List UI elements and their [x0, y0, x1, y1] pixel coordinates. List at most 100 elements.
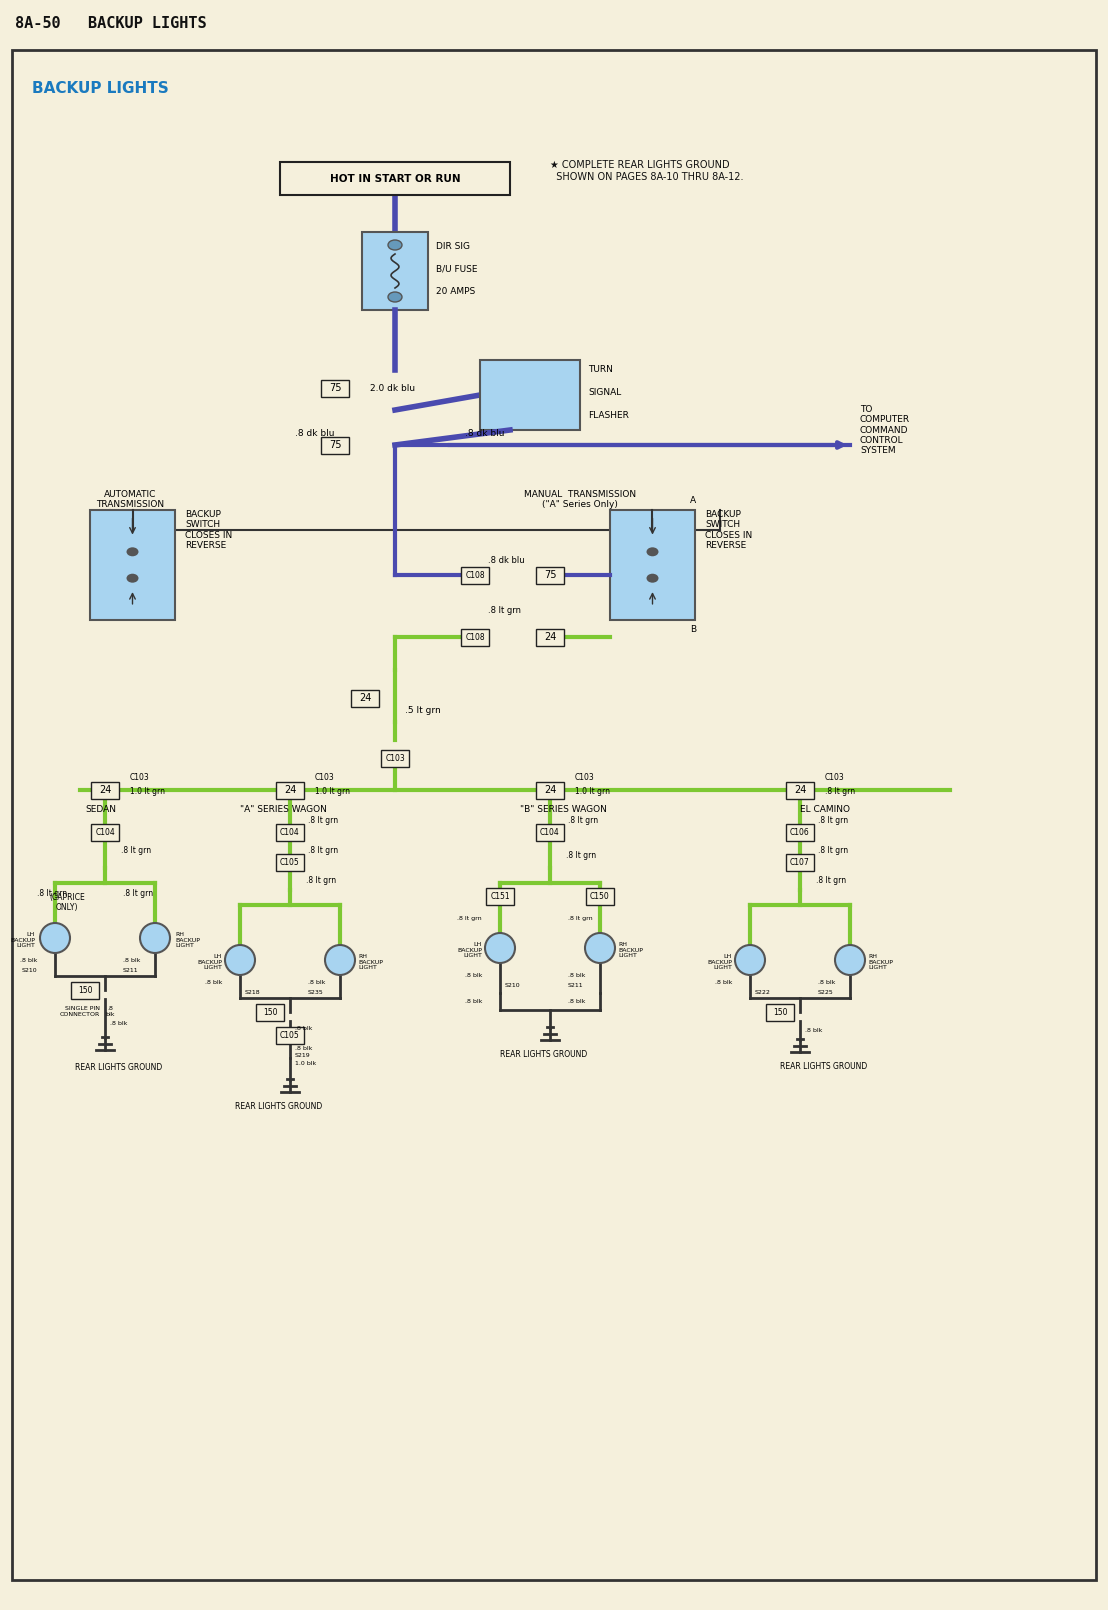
FancyBboxPatch shape — [12, 50, 1096, 1579]
Text: C103: C103 — [825, 773, 844, 781]
Text: S222: S222 — [755, 990, 771, 995]
Text: TURN: TURN — [588, 365, 613, 374]
Text: .8 blk: .8 blk — [464, 998, 482, 1003]
Ellipse shape — [126, 547, 138, 557]
Text: .8 lt grn: .8 lt grn — [568, 916, 593, 921]
Text: S210: S210 — [505, 982, 521, 987]
Text: 2.0 dk blu: 2.0 dk blu — [370, 383, 416, 393]
Text: RH
BACKUP
LIGHT: RH BACKUP LIGHT — [868, 953, 893, 971]
Text: C105: C105 — [280, 858, 300, 866]
Text: C105: C105 — [280, 1030, 300, 1040]
Text: LH
BACKUP
LIGHT: LH BACKUP LIGHT — [458, 942, 482, 958]
Text: 1.0 lt grn: 1.0 lt grn — [130, 787, 165, 795]
Text: BACKUP LIGHTS: BACKUP LIGHTS — [32, 80, 168, 95]
Text: ★ COMPLETE REAR LIGHTS GROUND
  SHOWN ON PAGES 8A-10 THRU 8A-12.: ★ COMPLETE REAR LIGHTS GROUND SHOWN ON P… — [550, 159, 743, 182]
Text: 1.0 blk: 1.0 blk — [295, 1061, 316, 1066]
FancyBboxPatch shape — [91, 823, 119, 840]
Text: .8 lt grn: .8 lt grn — [121, 845, 151, 855]
Text: REAR LIGHTS GROUND: REAR LIGHTS GROUND — [780, 1063, 868, 1071]
FancyBboxPatch shape — [611, 510, 695, 620]
Text: RH
BACKUP
LIGHT: RH BACKUP LIGHT — [618, 942, 643, 958]
Text: FLASHER: FLASHER — [588, 411, 629, 420]
Text: .8 blk: .8 blk — [568, 972, 585, 977]
Text: S211: S211 — [123, 968, 138, 972]
Text: 1.0 lt grn: 1.0 lt grn — [315, 787, 350, 795]
Text: .5 lt grn: .5 lt grn — [406, 705, 441, 715]
Text: 24: 24 — [359, 692, 371, 704]
FancyBboxPatch shape — [486, 887, 514, 905]
Text: HOT IN START OR RUN: HOT IN START OR RUN — [330, 174, 460, 184]
FancyBboxPatch shape — [381, 750, 409, 766]
Text: .8 dk blu: .8 dk blu — [488, 555, 524, 565]
FancyBboxPatch shape — [90, 510, 175, 620]
Text: REAR LIGHTS GROUND: REAR LIGHTS GROUND — [75, 1063, 162, 1072]
Text: C108: C108 — [465, 570, 485, 580]
FancyBboxPatch shape — [256, 1003, 284, 1021]
FancyBboxPatch shape — [536, 567, 564, 583]
Text: .8 dk blu: .8 dk blu — [295, 428, 335, 438]
Circle shape — [40, 923, 70, 953]
Text: 150: 150 — [263, 1008, 277, 1016]
FancyBboxPatch shape — [461, 567, 489, 583]
Text: .8 lt grn: .8 lt grn — [37, 889, 68, 897]
Circle shape — [835, 945, 865, 976]
Text: 150: 150 — [772, 1008, 788, 1016]
Text: TO
COMPUTER
COMMAND
CONTROL
SYSTEM: TO COMPUTER COMMAND CONTROL SYSTEM — [860, 404, 910, 456]
Text: LH
BACKUP
LIGHT: LH BACKUP LIGHT — [10, 932, 35, 948]
Text: .8 blk: .8 blk — [295, 1026, 312, 1030]
FancyBboxPatch shape — [586, 887, 614, 905]
Text: S219: S219 — [295, 1053, 310, 1058]
FancyBboxPatch shape — [536, 628, 564, 646]
Circle shape — [325, 945, 355, 976]
Text: .8 blk: .8 blk — [308, 979, 326, 984]
Text: C106: C106 — [790, 828, 810, 837]
Text: .8 blk: .8 blk — [295, 1045, 312, 1050]
FancyBboxPatch shape — [280, 163, 510, 195]
Text: C150: C150 — [591, 892, 609, 900]
Text: .8 blk: .8 blk — [110, 1021, 127, 1026]
Text: .8 dk blu: .8 dk blu — [465, 428, 504, 438]
Text: .8 lt grn: .8 lt grn — [818, 845, 848, 855]
Text: .8 lt grn: .8 lt grn — [306, 876, 336, 884]
FancyBboxPatch shape — [536, 781, 564, 799]
Text: .8 lt grn: .8 lt grn — [818, 816, 848, 824]
Text: S235: S235 — [308, 990, 324, 995]
Text: .8 lt grn: .8 lt grn — [308, 845, 338, 855]
Text: SINGLE PIN
CONNECTOR: SINGLE PIN CONNECTOR — [60, 1006, 100, 1018]
Text: S218: S218 — [245, 990, 260, 995]
Text: B: B — [690, 625, 696, 634]
FancyBboxPatch shape — [276, 853, 304, 871]
FancyBboxPatch shape — [0, 0, 1108, 45]
Text: REAR LIGHTS GROUND: REAR LIGHTS GROUND — [235, 1101, 322, 1111]
Text: C104: C104 — [280, 828, 300, 837]
Text: 24: 24 — [284, 786, 296, 795]
Ellipse shape — [388, 291, 402, 303]
FancyBboxPatch shape — [276, 1027, 304, 1043]
Text: 8A-50   BACKUP LIGHTS: 8A-50 BACKUP LIGHTS — [16, 16, 206, 31]
Text: LH
BACKUP
LIGHT: LH BACKUP LIGHT — [707, 953, 732, 971]
FancyBboxPatch shape — [536, 823, 564, 840]
FancyBboxPatch shape — [786, 823, 814, 840]
Text: B/U FUSE: B/U FUSE — [437, 264, 478, 274]
Text: REAR LIGHTS GROUND: REAR LIGHTS GROUND — [500, 1050, 587, 1059]
Text: "A" SERIES WAGON: "A" SERIES WAGON — [240, 805, 327, 815]
Text: .8 blk: .8 blk — [818, 979, 835, 984]
Circle shape — [735, 945, 765, 976]
Text: 75: 75 — [544, 570, 556, 580]
Circle shape — [140, 923, 170, 953]
Circle shape — [585, 934, 615, 963]
Text: 1.0 lt grn: 1.0 lt grn — [575, 787, 611, 795]
Text: 75: 75 — [329, 383, 341, 393]
FancyBboxPatch shape — [91, 781, 119, 799]
Text: S210: S210 — [21, 968, 37, 972]
Text: .8
blk: .8 blk — [105, 1006, 115, 1018]
Ellipse shape — [388, 240, 402, 250]
Text: .8 blk: .8 blk — [123, 958, 141, 963]
Text: SEDAN: SEDAN — [85, 805, 116, 815]
Text: .8 blk: .8 blk — [806, 1027, 822, 1032]
Text: MANUAL  TRANSMISSION
("A" Series Only): MANUAL TRANSMISSION ("A" Series Only) — [524, 489, 636, 509]
FancyBboxPatch shape — [362, 232, 428, 311]
Text: .8 lt grn: .8 lt grn — [568, 816, 598, 824]
Text: C108: C108 — [465, 633, 485, 641]
Text: .8 lt grn: .8 lt grn — [815, 876, 847, 884]
